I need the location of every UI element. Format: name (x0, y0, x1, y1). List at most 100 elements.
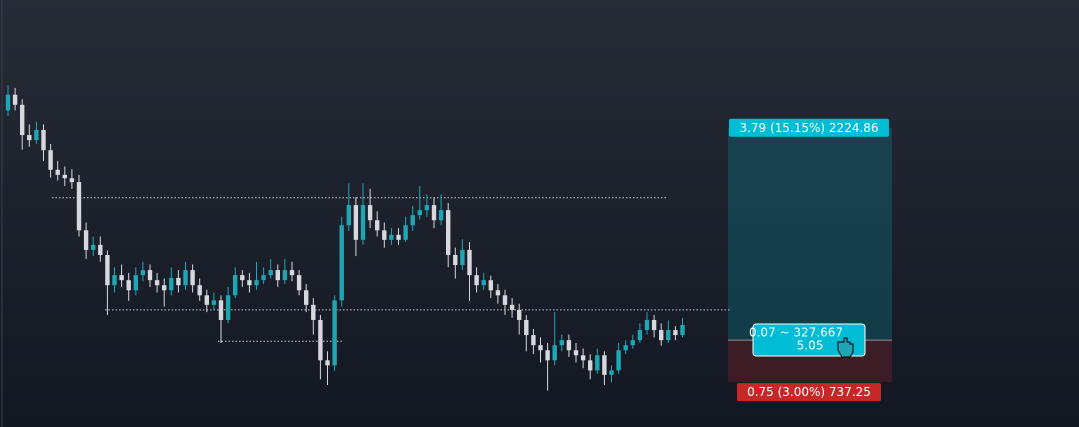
info-label-box (752, 323, 866, 357)
candle-body (126, 280, 131, 291)
cursor-icon (837, 337, 854, 358)
candle-body (637, 330, 643, 341)
candle-body (609, 370, 614, 375)
candle-body (261, 275, 266, 281)
candle-body (296, 275, 302, 291)
candle-body (559, 340, 564, 346)
candle-body (211, 300, 217, 305)
candle-body (538, 345, 543, 351)
candle-body (467, 249, 472, 276)
candle-body (282, 270, 288, 281)
candle-body (623, 345, 628, 351)
candle-body (666, 330, 671, 341)
stop-label: 0.75 (3.00%) 737.25 (747, 385, 871, 399)
candle-body (48, 150, 53, 170)
candle-body (431, 205, 437, 221)
candle-body (183, 270, 188, 286)
candle-body (602, 355, 607, 375)
candle-body (5, 94, 11, 111)
candle-body (453, 254, 458, 266)
candle-body (446, 210, 451, 255)
candle-body (162, 285, 167, 291)
candle-body (630, 340, 635, 346)
candle-body (367, 205, 373, 221)
candle-body (225, 295, 231, 320)
candle-body (474, 275, 479, 286)
candle-body (147, 270, 153, 281)
candle-body (346, 205, 351, 226)
candle-body (531, 335, 536, 346)
candle-body (275, 270, 280, 281)
candle-body (140, 270, 146, 276)
candle-body (460, 249, 465, 266)
candle-body (389, 234, 394, 240)
candle-body (169, 277, 174, 291)
candle-body (318, 319, 323, 361)
candle-body (545, 350, 550, 361)
candle-body (218, 300, 224, 320)
candle-body (76, 182, 82, 231)
candle-body (304, 290, 309, 305)
stop-label-box (737, 383, 881, 402)
candle-body (481, 280, 486, 286)
candle-body (105, 254, 110, 286)
candle-body (325, 360, 330, 366)
candle-body (495, 290, 501, 296)
candle-body (438, 210, 444, 221)
candle-body (12, 94, 18, 105)
candle-body (552, 345, 557, 361)
candle-body (41, 130, 46, 151)
candle-body (119, 275, 124, 281)
candle-body (34, 130, 39, 141)
candle-body (375, 220, 380, 231)
candle-body (566, 340, 572, 351)
candle-body (240, 275, 245, 281)
target-label-box (729, 118, 889, 137)
candle-body (233, 275, 238, 296)
candle-body (91, 244, 96, 250)
info-label: 5.05 (797, 339, 824, 353)
target-label: 3.79 (15.15%) 2224.86 (739, 121, 878, 135)
candle-body (502, 295, 508, 305)
info-label: 0.07 ~ 327.667 (749, 326, 843, 340)
candle-body (524, 319, 529, 336)
candle-body (382, 230, 387, 240)
candle-body (112, 275, 117, 286)
candle-body (176, 277, 181, 286)
candle-body (659, 330, 664, 341)
candle-body (20, 104, 25, 136)
candle-body (289, 270, 295, 276)
candle-body (417, 210, 422, 216)
candle-body (573, 350, 579, 356)
candle-body (517, 309, 522, 320)
candle-body (403, 225, 408, 240)
candle-body (197, 285, 202, 296)
target-zone (728, 127, 892, 341)
candle-body (424, 205, 430, 211)
candle-body (360, 205, 366, 240)
candle-body (247, 280, 252, 286)
candle-body (396, 234, 401, 240)
candle-body (62, 174, 67, 179)
candle-body (268, 270, 273, 276)
candle-body (27, 135, 32, 141)
candle-body (133, 275, 138, 291)
candle-body (509, 304, 515, 310)
candle-body (254, 280, 259, 286)
candle-body (651, 319, 657, 331)
candle-body (488, 280, 493, 291)
candle-body (580, 355, 586, 361)
candle-body (83, 230, 89, 250)
candle-body (410, 215, 415, 226)
candle-body (204, 295, 209, 305)
candle-body (353, 205, 359, 240)
candle-body (680, 325, 685, 336)
candle-body (55, 169, 60, 175)
candle-body (588, 360, 593, 371)
candle-body (339, 225, 344, 301)
candle-body (190, 270, 195, 286)
candle-body (644, 319, 650, 331)
